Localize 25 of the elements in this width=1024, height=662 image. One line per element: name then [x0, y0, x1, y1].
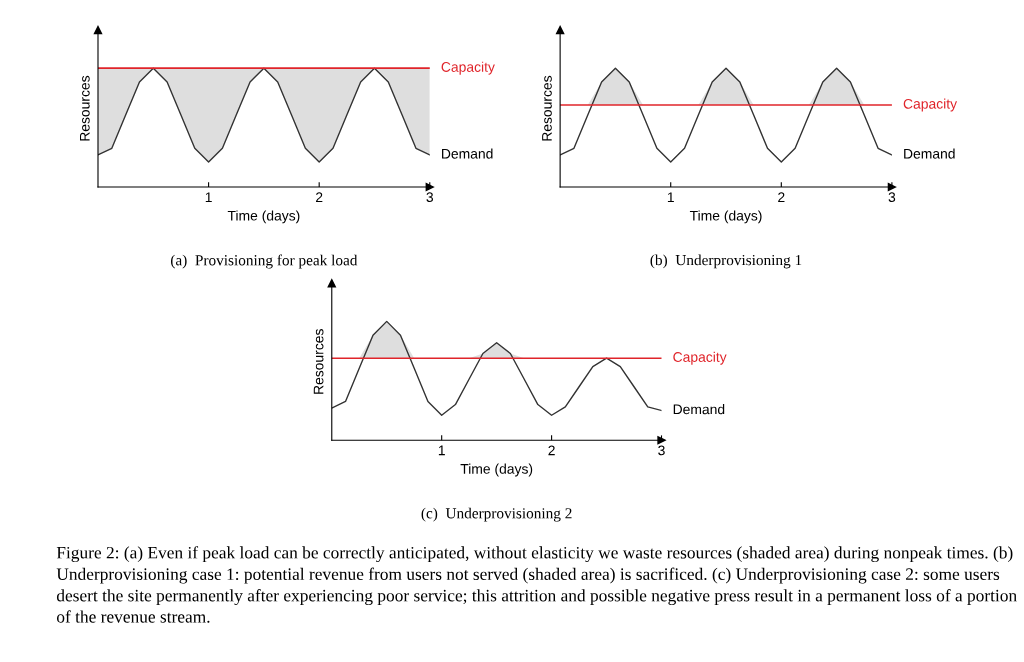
series-label: Demand	[904, 148, 955, 159]
x-tick-label: 2	[778, 192, 785, 202]
y-axis-title: Resources	[80, 75, 90, 141]
x-tick-label: 1	[205, 192, 212, 202]
series-label: Demand	[673, 404, 725, 415]
caption: Figure 2: (a) Even if peak load can be correctly anticipated, without elasticity we waste resources (shaded area) during nonpeak times. (b) Underprovisioning case 1: potential revenue from users not served (shaded area) is sacrificed. (c) Underprovisioning case 2: some users desert the site permanently after experiencing poor service; this attrition and possible negative press result in a permanent loss of a portion of the revenue stream.	[56, 546, 1017, 623]
y-axis-title: Resources	[542, 75, 552, 141]
x-tick-label: 1	[438, 445, 445, 456]
text: (a) Provisioning for peak load	[171, 254, 358, 269]
x-axis-title: Time (days)	[689, 210, 762, 224]
text: (c) Underprovisioning 2	[421, 507, 572, 522]
ref-line-label: Capacity	[441, 61, 495, 75]
y-axis-title: Resources	[313, 329, 324, 394]
ref-line-label: Capacity	[673, 351, 727, 365]
x-tick-label: 1	[667, 192, 674, 202]
x-tick-label: 3	[888, 192, 896, 203]
series-label: Demand	[442, 148, 493, 159]
x-axis-title: Time (days)	[460, 463, 533, 477]
ref-line-label: Capacity	[903, 98, 958, 112]
x-tick-label: 2	[548, 445, 555, 456]
x-tick-label: 3	[426, 192, 434, 203]
x-tick-label: 3	[658, 445, 665, 456]
text: (b) Underprovisioning 1	[650, 254, 802, 269]
x-tick-label: 2	[316, 192, 323, 202]
x-axis-title: Time (days)	[227, 210, 300, 224]
